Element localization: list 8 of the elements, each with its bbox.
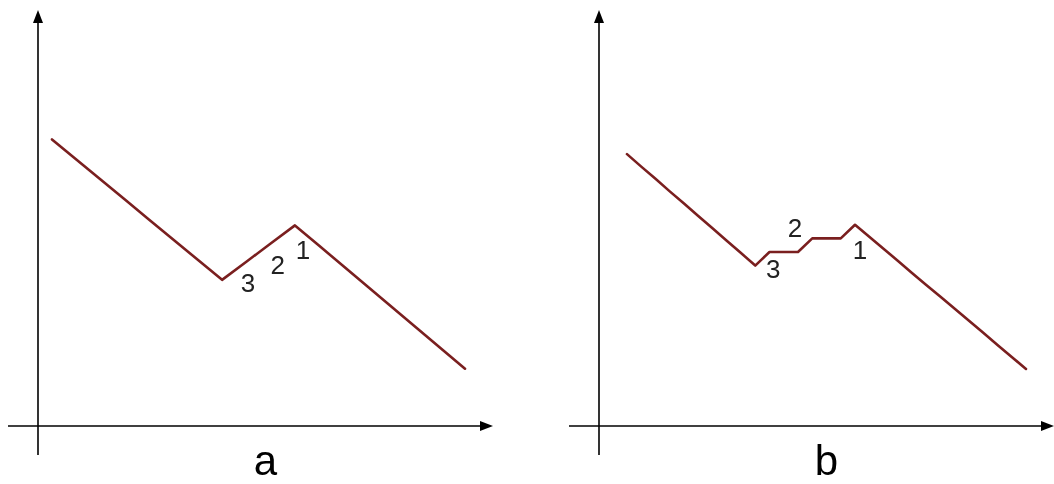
- annotation: 3: [766, 253, 781, 284]
- x-axis-title: a: [253, 437, 278, 484]
- x-axis-title: b: [814, 437, 839, 484]
- annotation: 3: [240, 267, 256, 298]
- annotation: 1: [295, 235, 311, 266]
- annotation: 2: [270, 250, 285, 281]
- annotation: 2: [787, 212, 803, 243]
- annotation: 1: [852, 234, 868, 265]
